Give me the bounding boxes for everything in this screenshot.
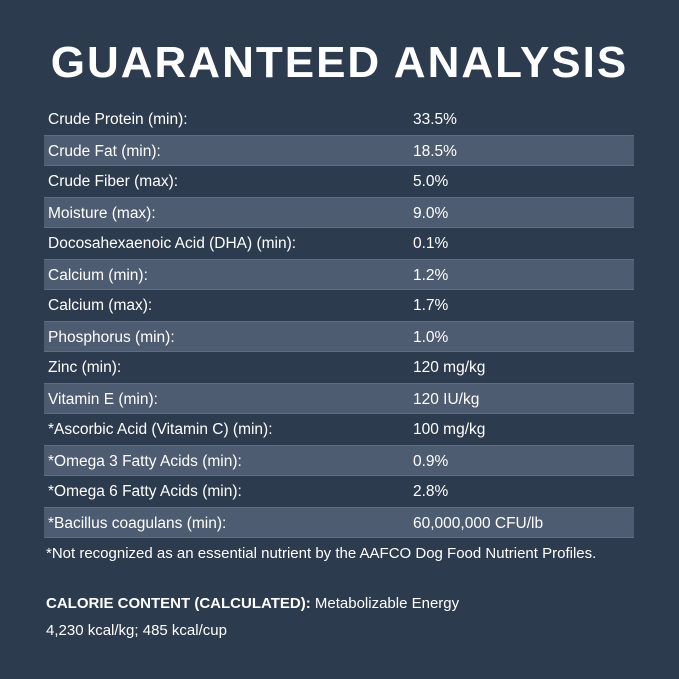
title: GUARANTEED ANALYSIS: [50, 38, 629, 87]
calorie-text: Metabolizable Energy: [314, 595, 460, 612]
nutrient-name: Calcium (min):: [48, 267, 148, 284]
table-row: Calcium (max): 1.7%: [44, 290, 634, 321]
nutrient-value: 120 IU/kg: [413, 391, 480, 408]
table-row: Moisture (max): 9.0%: [44, 197, 634, 228]
calorie-label: CALORIE CONTENT (CALCULATED):: [46, 595, 311, 612]
table-row: *Ascorbic Acid (Vitamin C) (min): 100 mg/…: [44, 414, 634, 445]
nutrient-name: *Omega 6 Fatty Acids (min):: [48, 483, 242, 500]
nutrient-value: 2.8%: [413, 483, 449, 500]
nutrient-name: Phosphorus (min):: [48, 329, 175, 346]
calorie-values: 4,230 kcal/kg; 485 kcal/cup: [46, 622, 227, 639]
table-row: Zinc (min): 120 mg/kg: [44, 352, 634, 383]
nutrient-value: 18.5%: [413, 143, 457, 160]
nutrient-value: 0.1%: [413, 235, 449, 252]
nutrient-value: 60,000,000 CFU/lb: [413, 515, 544, 532]
nutrient-name: Crude Protein (min):: [48, 111, 188, 128]
footnote: *Not recognized as an essential nutrient…: [46, 545, 597, 562]
table-row: Crude Protein (min): 33.5%: [44, 104, 634, 135]
nutrient-name: Calcium (max):: [48, 297, 153, 314]
nutrient-name: Vitamin E (min):: [48, 391, 158, 408]
nutrient-name: *Bacillus coagulans (min):: [48, 515, 227, 532]
calorie-line: CALORIE CONTENT (CALCULATED): Metaboliza…: [46, 590, 459, 617]
nutrient-value: 5.0%: [413, 173, 449, 190]
nutrient-name: *Omega 3 Fatty Acids (min):: [48, 453, 242, 470]
nutrient-value: 0.9%: [413, 453, 449, 470]
nutrient-value: 33.5%: [413, 111, 457, 128]
table-row: Docosahexaenoic Acid (DHA) (min): 0.1%: [44, 228, 634, 259]
table-row: *Omega 3 Fatty Acids (min): 0.9%: [44, 445, 634, 476]
table-row: *Omega 6 Fatty Acids (min): 2.8%: [44, 476, 634, 507]
analysis-table: Crude Protein (min): 33.5% Crude Fat (min)…: [44, 104, 634, 538]
calorie-content: CALORIE CONTENT (CALCULATED): Metaboliza…: [46, 590, 459, 644]
nutrient-value: 1.0%: [413, 329, 449, 346]
nutrient-name: Zinc (min):: [48, 359, 122, 376]
nutrient-name: Moisture (max):: [48, 205, 156, 222]
nutrient-value: 100 mg/kg: [413, 421, 486, 438]
nutrient-name: *Ascorbic Acid (Vitamin C) (min):: [48, 421, 273, 438]
table-row: *Bacillus coagulans (min): 60,000,000 CFU…: [44, 507, 634, 538]
nutrient-name: Docosahexaenoic Acid (DHA) (min):: [48, 235, 297, 252]
table-row: Calcium (min): 1.2%: [44, 259, 634, 290]
nutrient-value: 1.2%: [413, 267, 449, 284]
nutrient-name: Crude Fat (min):: [48, 143, 161, 160]
nutrient-value: 9.0%: [413, 205, 449, 222]
nutrient-value: 1.7%: [413, 297, 449, 314]
nutrient-name: Crude Fiber (max):: [48, 173, 179, 190]
nutrient-value: 120 mg/kg: [413, 359, 486, 376]
table-row: Phosphorus (min): 1.0%: [44, 321, 634, 352]
table-row: Crude Fat (min): 18.5%: [44, 135, 634, 166]
table-row: Crude Fiber (max): 5.0%: [44, 166, 634, 197]
table-row: Vitamin E (min): 120 IU/kg: [44, 383, 634, 414]
